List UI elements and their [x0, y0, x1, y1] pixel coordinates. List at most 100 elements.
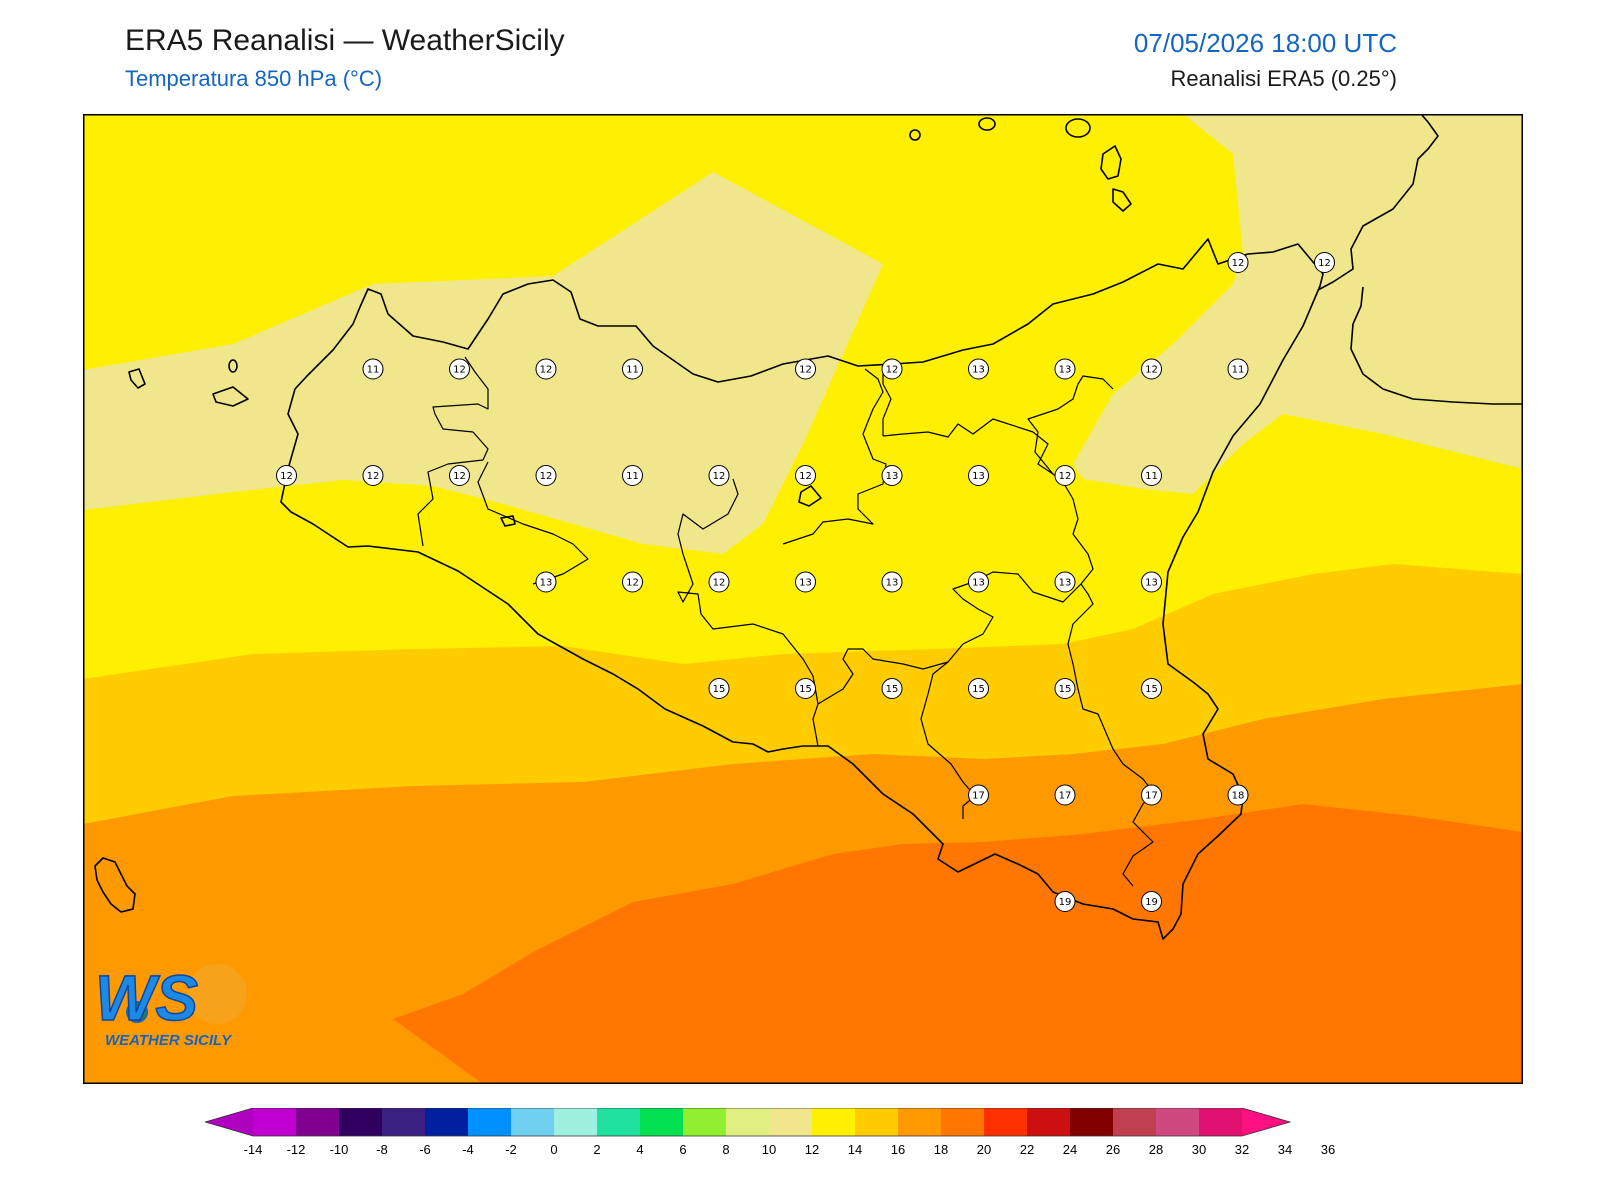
- station-value: 13: [972, 365, 985, 376]
- station-marker: 13: [881, 465, 903, 486]
- station-value: 19: [1145, 897, 1158, 908]
- station-circle: [795, 571, 816, 593]
- station-circle: [1054, 891, 1076, 912]
- island-favignana: [212, 386, 249, 407]
- station-value: 11: [1145, 471, 1158, 482]
- colorbar-swatch: [1027, 1108, 1071, 1136]
- station-circle: [968, 358, 989, 380]
- coastline: [94, 114, 1523, 940]
- station-circle: [622, 358, 643, 380]
- station-circle: [535, 358, 557, 380]
- temperature-bands: [83, 114, 1523, 1084]
- station-value: 13: [1059, 578, 1072, 589]
- island-linosa: [94, 857, 136, 913]
- station-marker: 19: [1054, 891, 1076, 912]
- station-circle: [276, 465, 297, 486]
- colorbar-tick-label: -2: [505, 1142, 517, 1157]
- station-marker: 12: [449, 465, 470, 486]
- colorbar-swatch: [855, 1108, 899, 1136]
- station-circle: [449, 465, 470, 486]
- station-marker: 12: [622, 571, 643, 593]
- station-value: 15: [1145, 684, 1158, 695]
- station-circle: [1141, 358, 1162, 380]
- colorbar-tick-label: -10: [330, 1142, 349, 1157]
- station-marker: 13: [968, 358, 989, 380]
- logo-globe-icon: [126, 1001, 148, 1023]
- province-borders: [417, 356, 1154, 887]
- colorbar-swatches: [205, 1108, 1292, 1137]
- station-marker: 12: [362, 465, 384, 486]
- station-value: 18: [1232, 791, 1245, 802]
- station-marker: 17: [968, 784, 989, 806]
- station-value: 13: [886, 471, 899, 482]
- colorbar-swatch: [683, 1108, 727, 1136]
- colorbar-swatch: [1199, 1108, 1243, 1136]
- station-circle: [1227, 358, 1249, 380]
- station-circle: [1141, 678, 1162, 699]
- temperature-map[interactable]: 11 12 12 11 12 12 13 13 12 11 12 12 12 12 12 12 11 12 12 13…: [83, 114, 1523, 1084]
- colorbar-tick-label: -8: [376, 1142, 388, 1157]
- colorbar-outline: [205, 1108, 1292, 1137]
- colorbar-tick-label: 20: [977, 1142, 991, 1157]
- colorbar-tick-label: 24: [1063, 1142, 1077, 1157]
- colorbar-max-arrow: [1242, 1108, 1290, 1136]
- island-small-2: [798, 485, 822, 507]
- station-marker: 15: [968, 678, 989, 699]
- colorbar-tick-label: 34: [1278, 1142, 1292, 1157]
- colorbar-swatch: [984, 1108, 1028, 1136]
- station-value: 17: [1145, 791, 1158, 802]
- island-vulcano: [1112, 188, 1132, 212]
- logo-initials: WS: [95, 962, 198, 1034]
- island-salina: [1065, 118, 1091, 138]
- station-marker: 12: [1227, 252, 1249, 273]
- colorbar-swatch: [1113, 1108, 1157, 1136]
- station-value: 11: [626, 365, 639, 376]
- colorbar-swatch: [898, 1108, 942, 1136]
- station-value: 12: [280, 471, 293, 482]
- station-marker: 12: [1054, 465, 1076, 486]
- calabria-coast: [1317, 114, 1523, 405]
- colorbar-tick-label: -4: [462, 1142, 474, 1157]
- colorbar-swatch: [812, 1108, 856, 1136]
- station-value: 12: [453, 365, 466, 376]
- colorbar-tick-label: -12: [287, 1142, 306, 1157]
- station-marker: 13: [1054, 571, 1076, 593]
- station-value: 15: [713, 684, 726, 695]
- colorbar-swatch: [941, 1108, 985, 1136]
- colorbar-swatch: [1070, 1108, 1114, 1136]
- station-marker: 12: [535, 465, 557, 486]
- station-marker: 11: [362, 358, 384, 380]
- station-value: 12: [1145, 365, 1158, 376]
- colorbar-tick-label: 14: [848, 1142, 862, 1157]
- station-circle: [795, 465, 816, 486]
- colorbar-swatch: [1156, 1108, 1200, 1136]
- colorbar-swatch: [640, 1108, 684, 1136]
- station-marker: 18: [1227, 784, 1249, 806]
- station-value: 12: [453, 471, 466, 482]
- station-value: 17: [972, 791, 985, 802]
- band-10-12-west: [83, 172, 883, 554]
- colorbar-tick-label: 30: [1192, 1142, 1206, 1157]
- station-value: 11: [626, 471, 639, 482]
- island-small: [500, 515, 516, 527]
- band-18-20: [393, 804, 1523, 1084]
- station-marker: 11: [622, 358, 643, 380]
- station-circle: [1054, 784, 1076, 806]
- station-value: 12: [1059, 471, 1072, 482]
- colorbar-swatch: [296, 1108, 340, 1136]
- station-circle: [1227, 252, 1249, 273]
- island-filicudi: [978, 117, 996, 131]
- station-marker: 12: [795, 465, 816, 486]
- colorbar-swatch: [339, 1108, 383, 1136]
- colorbar-tick-label: 18: [934, 1142, 948, 1157]
- station-value: 13: [972, 578, 985, 589]
- station-marker: 12: [1141, 358, 1162, 380]
- station-circle: [708, 465, 730, 486]
- station-value: 17: [1059, 791, 1072, 802]
- station-marker: 17: [1141, 784, 1162, 806]
- colorbar-tick-label: 28: [1149, 1142, 1163, 1157]
- station-circle: [1054, 358, 1076, 380]
- station-circle: [1054, 465, 1076, 486]
- station-circle: [881, 358, 903, 380]
- station-value: 12: [1232, 258, 1245, 269]
